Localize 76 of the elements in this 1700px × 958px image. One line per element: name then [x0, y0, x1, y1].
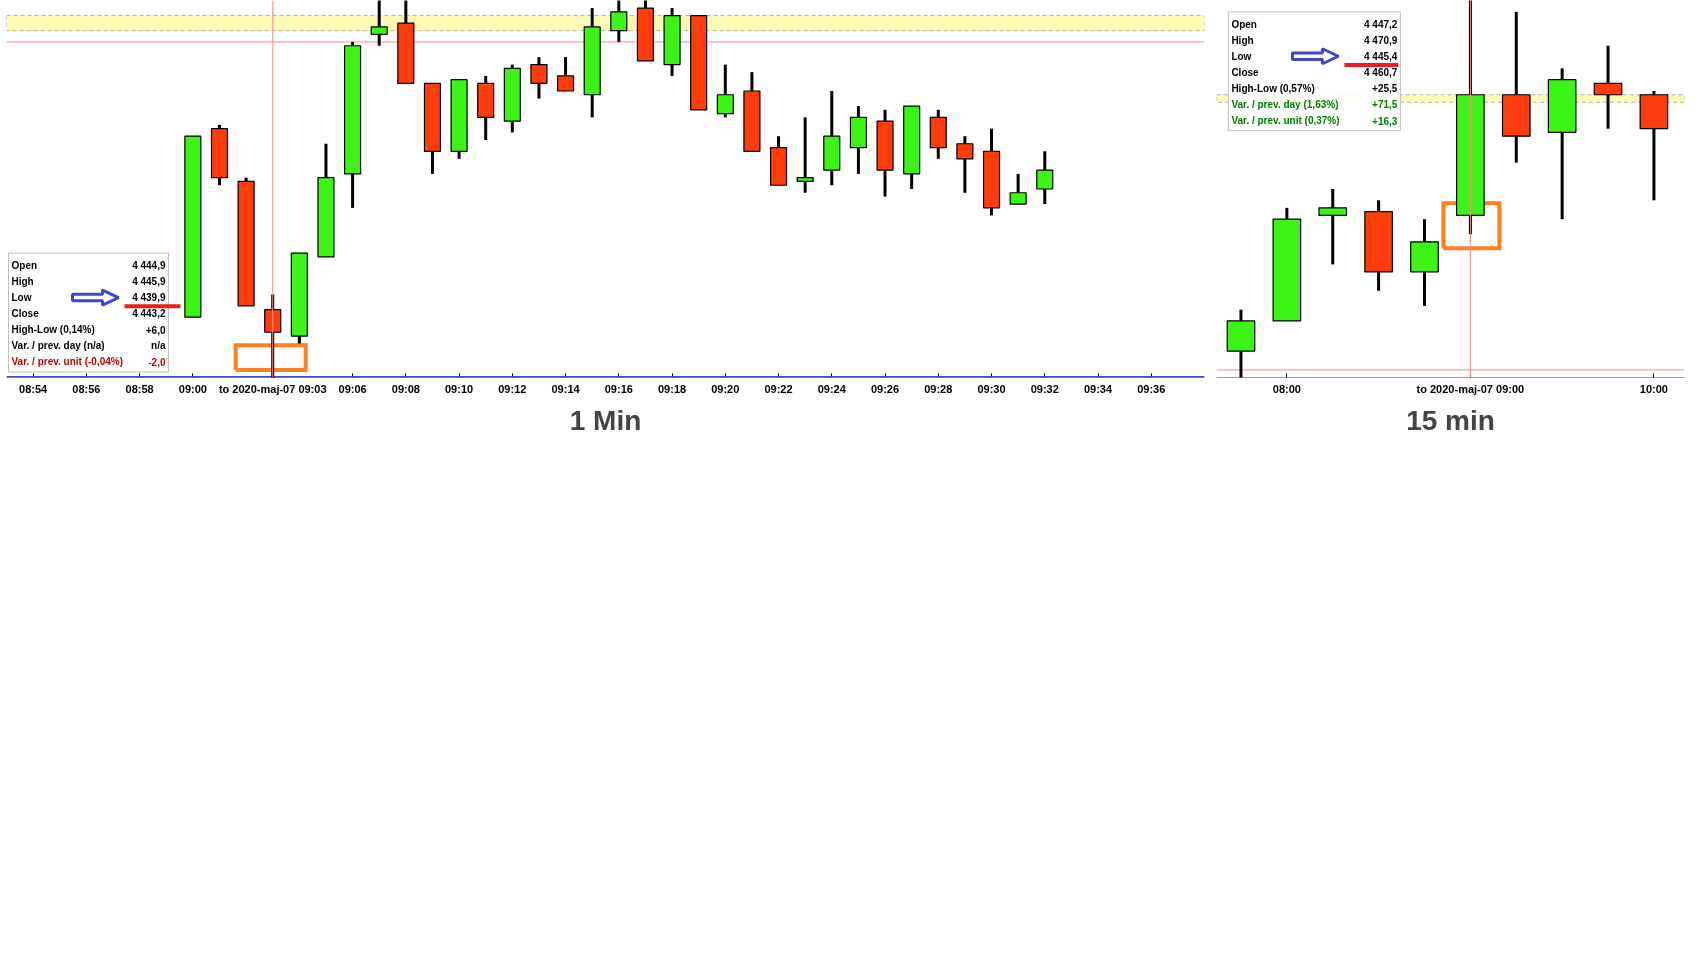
- x-tick-label: 09:12: [498, 382, 527, 395]
- x-tick-label: 09:16: [604, 382, 633, 395]
- x-tick-label: 09:28: [924, 382, 953, 395]
- annotation: Open: [1231, 18, 1257, 30]
- annotation: 4 447,2: [1364, 18, 1398, 30]
- x-tick-label: 08:58: [125, 382, 154, 395]
- x-tick-label: 09:14: [551, 382, 581, 395]
- annotation: 4 439,9: [132, 292, 166, 304]
- x-tick-label: 09:00: [178, 382, 207, 395]
- candlestick: [556, 57, 575, 92]
- candlestick: [530, 57, 548, 99]
- annotation: Close: [11, 308, 40, 320]
- candlestick: [450, 79, 468, 159]
- candlestick: [769, 136, 788, 186]
- annotation: Low: [11, 292, 32, 304]
- x-tick-label: to 2020-maj-07 09:00: [1416, 382, 1525, 395]
- annotation: -2,0: [148, 356, 166, 368]
- x-tick-label: 08:54: [19, 382, 49, 395]
- candlestick: [956, 136, 974, 193]
- candlestick: [796, 117, 814, 193]
- annotation: 4 443,2: [132, 308, 166, 320]
- candlestick: [423, 82, 442, 174]
- candlestick: [929, 108, 947, 159]
- annotation: Var. / prev. unit (-0,04%): [11, 356, 124, 368]
- x-tick-label: 10:00: [1639, 382, 1668, 395]
- x-tick-label: 09:36: [1137, 382, 1166, 395]
- x-tick-label: 09:24: [817, 382, 847, 395]
- candlestick: [477, 74, 495, 140]
- annotation: 4 470,9: [1364, 34, 1398, 46]
- x-tick-label: 09:18: [657, 382, 687, 395]
- annotation: Low: [1231, 50, 1252, 62]
- x-tick-label: 09:20: [711, 382, 740, 395]
- x-tick-label: 09:22: [764, 382, 793, 395]
- annotation: Var. / prev. unit (0,37%): [1231, 115, 1340, 127]
- candlestick: [1410, 219, 1439, 306]
- annotation: Open: [11, 259, 38, 271]
- annotation: Var. / prev. day (n/a): [11, 340, 105, 352]
- candlestick: [1036, 151, 1054, 206]
- x-tick-label: 09:32: [1030, 382, 1059, 395]
- x-tick-label: 09:10: [445, 382, 474, 395]
- text: 15 min: [1406, 404, 1495, 436]
- annotation: Var. / prev. day (1,63%): [1231, 98, 1339, 110]
- annotation: +71,5: [1372, 99, 1398, 111]
- x-tick-label: 08:00: [1272, 382, 1301, 395]
- x-tick-label: 09:34: [1083, 382, 1113, 395]
- candlestick: [317, 142, 335, 258]
- x-tick-label: 09:08: [391, 382, 420, 395]
- candlestick: [184, 135, 202, 318]
- candlestick: [743, 72, 761, 152]
- annotation: Close: [1231, 66, 1260, 78]
- x-tick-label: 09:26: [870, 382, 900, 395]
- annotation: 4 445,4: [1364, 50, 1398, 62]
- x-tick-label: to 2020-maj-07 09:03: [218, 382, 327, 395]
- x-tick-label: 08:56: [72, 382, 101, 395]
- annotation: +16,3: [1372, 115, 1398, 127]
- x-tick-label: 09:30: [977, 382, 1006, 395]
- candlestick: [1318, 189, 1348, 265]
- candlestick: [823, 90, 841, 187]
- annotation: 4 444,9: [132, 259, 166, 271]
- annotation: +25,5: [1372, 83, 1398, 95]
- annotation: 4 460,7: [1364, 66, 1398, 78]
- candlestick: [290, 252, 308, 344]
- candlestick: [849, 106, 867, 174]
- annotation: High: [1231, 34, 1254, 46]
- x-tick-label: 09:06: [338, 382, 367, 395]
- candlestick: [903, 105, 921, 189]
- annotation: High: [11, 275, 34, 287]
- annotation: High-Low (0,57%): [1231, 82, 1315, 94]
- candlestick: [1009, 172, 1027, 205]
- candlestick: [1364, 200, 1393, 291]
- candlestick: [1272, 206, 1302, 322]
- annotation: High-Low (0,14%): [11, 324, 95, 336]
- annotation: 4 445,9: [132, 275, 166, 287]
- text: 1 Min: [569, 404, 642, 436]
- annotation: +6,0: [145, 324, 166, 336]
- annotation: n/a: [151, 340, 166, 352]
